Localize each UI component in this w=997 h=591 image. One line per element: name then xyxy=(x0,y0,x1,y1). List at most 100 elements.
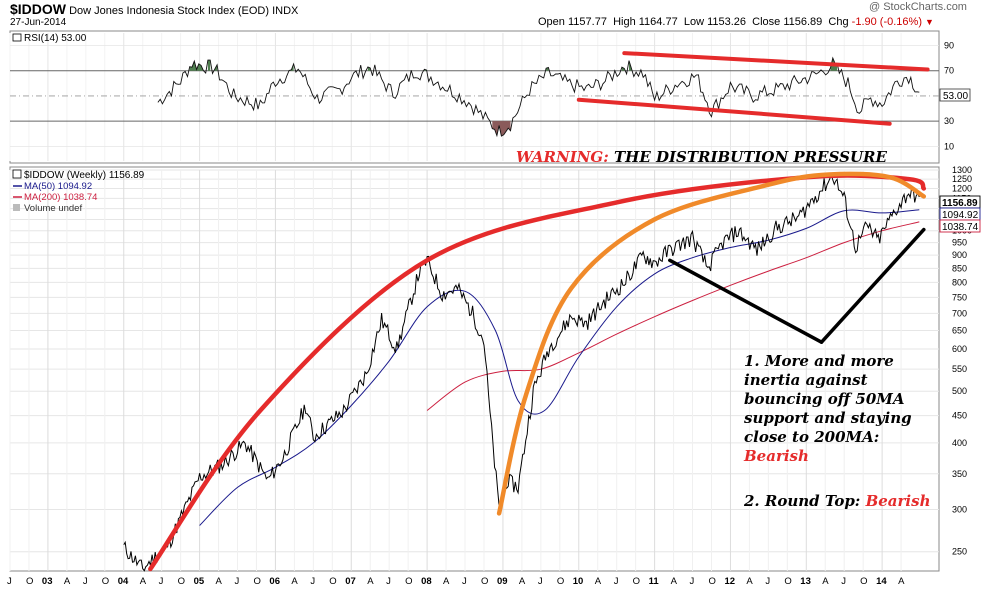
time-tick-label: A xyxy=(140,576,147,587)
rsi-tick-label: 10 xyxy=(944,141,954,151)
time-tick-label: J xyxy=(690,576,695,587)
price-tick-label: 500 xyxy=(952,386,967,396)
ma200-line xyxy=(426,221,920,411)
time-tick-label: O xyxy=(481,576,488,587)
warning-annotation: WARNING: THE DISTRIBUTION PRESSURE xyxy=(516,148,887,166)
time-tick-label: A xyxy=(367,576,374,587)
rsi-line xyxy=(157,56,920,138)
chart-date: 27-Jun-2014 xyxy=(10,17,67,28)
rsi-tick-label: 90 xyxy=(944,41,954,51)
warning-text: THE DISTRIBUTION PRESSURE xyxy=(608,148,887,166)
time-tick-label: O xyxy=(178,576,185,587)
rsi-value-marker: 53.00 xyxy=(939,88,971,102)
price-tick-label: 400 xyxy=(952,438,967,448)
time-tick-label: J xyxy=(310,576,315,587)
price-tick-label: 850 xyxy=(952,263,967,273)
price-tick-label: 250 xyxy=(952,547,967,557)
price-tick-label: 1300 xyxy=(952,165,972,175)
time-gridlines xyxy=(9,170,902,571)
note-2-text: 2. Round Top: xyxy=(744,492,866,510)
rsi-value-box xyxy=(939,88,971,102)
time-tick-label: A xyxy=(595,576,602,587)
high-value: 1164.77 xyxy=(638,16,678,28)
rsi-panel: 1030507090 53.00 RSI(14) 53.00 xyxy=(9,30,971,164)
time-tick-label: O xyxy=(784,576,791,587)
black-lower-left-line xyxy=(668,258,824,344)
rsi-overbought-fill xyxy=(621,67,625,71)
price-tick-label: 650 xyxy=(952,325,967,335)
rsi-overbought-fill xyxy=(207,60,211,71)
time-tick-label: 04 xyxy=(118,576,129,587)
time-tick-label: 12 xyxy=(724,576,735,587)
ma50-line xyxy=(199,209,920,526)
rsi-red-bottom-line xyxy=(576,97,892,126)
chg-value: -1.90 (-0.16%) xyxy=(851,16,922,28)
price-tick-label: 900 xyxy=(952,250,967,260)
rsi-overbought-fill xyxy=(289,63,294,71)
note-1: 1. More and more inertia against bouncin… xyxy=(744,352,912,466)
time-tick-label: A xyxy=(898,576,905,587)
black-lower-right-line xyxy=(819,227,926,344)
note-1-line-1: 1. More and more xyxy=(744,352,894,370)
time-tick-label: A xyxy=(671,576,678,587)
rsi-oversold-fill xyxy=(492,121,511,137)
ohlc-bar: Open 1157.77 High 1164.77 Low 1153.26 Cl… xyxy=(538,16,934,28)
chg-down-icon: ▼ xyxy=(925,17,934,27)
close-label: Close xyxy=(752,16,781,28)
time-tick-label: A xyxy=(64,576,71,587)
symbol: $IDDOW xyxy=(10,1,66,17)
time-tick-label: O xyxy=(26,576,33,587)
time-tick-label: A xyxy=(291,576,298,587)
chg-label: Chg xyxy=(828,16,849,28)
legend-ma200: MA(200) 1038.74 xyxy=(24,192,97,203)
time-tick-label: A xyxy=(216,576,223,587)
time-tick-label: J xyxy=(538,576,543,587)
price-tick-label: 600 xyxy=(952,344,967,354)
watermark: @ StockCharts.com xyxy=(869,1,967,13)
open-value: 1157.77 xyxy=(567,16,607,28)
last-price-label: 1156.89 xyxy=(942,198,978,209)
warning-prefix: WARNING: xyxy=(516,148,609,166)
time-tick-label: J xyxy=(235,576,240,587)
time-tick-label: J xyxy=(614,576,619,587)
time-axis-ticks: J O 03 A J O 04 A J O 05 A J O 06 A J O 07 A J O 08 A J O 09 A J O 10 A… xyxy=(7,576,905,587)
close-value: 1156.89 xyxy=(783,16,823,28)
legend-main-icon xyxy=(12,169,22,179)
time-tick-label: O xyxy=(253,576,260,587)
rsi-annotation-lines xyxy=(576,51,930,126)
time-tick-label: 06 xyxy=(269,576,280,587)
time-tick-label: 09 xyxy=(497,576,508,587)
rsi-overbought-fill xyxy=(189,61,204,71)
legend-volume-swatch xyxy=(13,204,20,211)
price-panel: 250 300 350 400 450 500 550 600 650 700 750 800 850 9… xyxy=(7,165,981,587)
chart-header: $IDDOW Dow Jones Indonesia Stock Index (… xyxy=(10,1,298,17)
time-tick-label: J xyxy=(462,576,467,587)
price-tick-label: 750 xyxy=(952,292,967,302)
time-tick-label: O xyxy=(405,576,412,587)
price-tick-label: 800 xyxy=(952,277,967,287)
rsi-tick-label: 30 xyxy=(944,116,954,126)
rsi-legend: RSI(14) 53.00 xyxy=(24,33,87,44)
price-tick-label: 1250 xyxy=(952,174,972,184)
time-tick-label: O xyxy=(708,576,715,587)
rsi-red-top-line xyxy=(622,51,930,72)
time-tick-label: 03 xyxy=(42,576,53,587)
price-tick-label: 1200 xyxy=(952,184,972,194)
time-tick-label: O xyxy=(329,576,336,587)
time-tick-label: J xyxy=(841,576,846,587)
price-value-markers: 1156.89 1094.92 1038.74 xyxy=(939,195,981,233)
price-line xyxy=(123,174,920,572)
time-tick-label: J xyxy=(765,576,770,587)
note-1-line-2: inertia against xyxy=(744,371,868,389)
price-tick-label: 550 xyxy=(952,364,967,374)
time-tick-label: 08 xyxy=(421,576,432,587)
note-2-bearish: Bearish xyxy=(865,492,931,510)
time-tick-label: 07 xyxy=(345,576,356,587)
time-tick-label: 14 xyxy=(876,576,887,587)
high-label: High xyxy=(613,16,636,28)
time-tick-label: A xyxy=(519,576,526,587)
price-legend: $IDDOW (Weekly) 1156.89 MA(50) 1094.92 M… xyxy=(12,169,145,214)
note-1-line-5: close to 200MA: xyxy=(744,428,880,446)
orange-arc-line xyxy=(496,171,927,516)
